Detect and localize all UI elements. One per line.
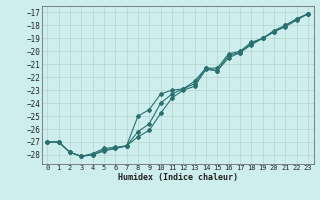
X-axis label: Humidex (Indice chaleur): Humidex (Indice chaleur) bbox=[118, 173, 237, 182]
